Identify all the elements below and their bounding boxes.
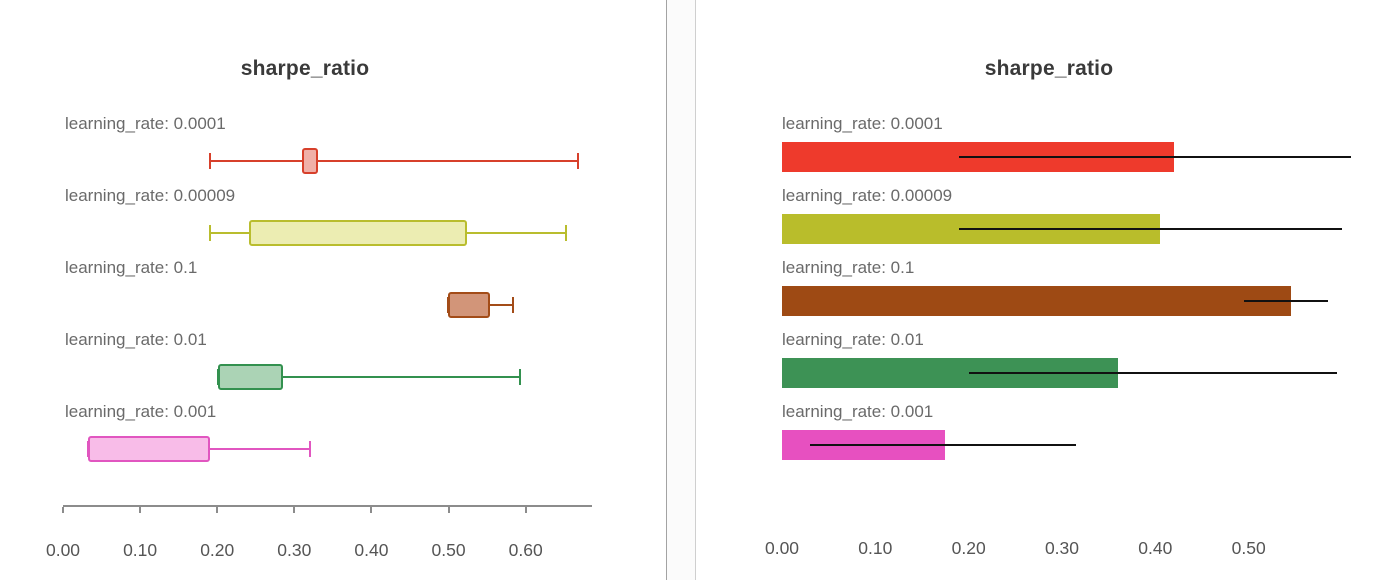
- boxplot-row: learning_rate: 0.001: [65, 400, 590, 472]
- axis-tick-label: 0.00: [45, 540, 81, 560]
- axis-tick: [524, 507, 527, 513]
- axis-tick: [139, 507, 142, 513]
- axis-tick-label: 0.00: [764, 538, 800, 558]
- boxplot-row: learning_rate: 0.0001: [65, 112, 590, 184]
- series-label: learning_rate: 0.00009: [782, 186, 953, 205]
- bar-track: [782, 356, 1370, 400]
- boxplot-rows: learning_rate: 0.0001 learning_rate: 0.00…: [65, 112, 590, 472]
- series-label: learning_rate: 0.001: [782, 402, 934, 421]
- error-bar: [968, 372, 1338, 374]
- axis-tick-label: 0.10: [123, 540, 158, 560]
- axis-tick-label: 0.20: [200, 540, 235, 560]
- bar-row: learning_rate: 0.01: [782, 328, 1370, 400]
- boxplot-row: learning_rate: 0.00009: [65, 184, 590, 256]
- bar-track: [782, 140, 1370, 184]
- whisker-cap: [308, 441, 311, 457]
- iqr-box[interactable]: [302, 148, 318, 174]
- axis-tick: [447, 507, 450, 513]
- whisker-cap: [209, 153, 212, 169]
- chart-title: sharpe_ratio: [240, 57, 370, 80]
- axis-tick: [62, 507, 64, 513]
- series-label: learning_rate: 0.00009: [65, 186, 236, 205]
- pane-resizer[interactable]: [666, 0, 696, 580]
- series-label: learning_rate: 0.0001: [65, 114, 226, 133]
- whisker-cap: [576, 153, 579, 169]
- box-track: [65, 428, 590, 472]
- bar-rows: learning_rate: 0.0001 learning_rate: 0.00…: [782, 112, 1370, 472]
- series-label: learning_rate: 0.1: [782, 258, 915, 277]
- iqr-box[interactable]: [87, 436, 211, 462]
- whisker-line: [218, 376, 521, 378]
- box-track: [65, 212, 590, 256]
- series-label: learning_rate: 0.01: [65, 330, 207, 349]
- axis-tick-label: 0.20: [951, 538, 986, 558]
- boxplot-row: learning_rate: 0.01: [65, 328, 590, 400]
- bar-row: learning_rate: 0.00009: [782, 184, 1370, 256]
- error-bar: [810, 444, 1076, 446]
- bar-track: [782, 284, 1370, 328]
- whisker-cap: [209, 225, 212, 241]
- axis-tick: [370, 507, 373, 513]
- box-track: [65, 284, 590, 328]
- error-bar: [1243, 300, 1328, 302]
- axis-tick-label: 0.50: [1231, 538, 1266, 558]
- axis-tick-label: 0.40: [1138, 538, 1173, 558]
- axis-tick-label: 0.60: [508, 540, 543, 560]
- series-label: learning_rate: 0.1: [65, 258, 198, 277]
- whisker-line: [210, 160, 578, 162]
- iqr-box[interactable]: [218, 364, 284, 390]
- axis-tick: [293, 507, 296, 513]
- x-axis: 0.00 0.10 0.20 0.30 0.40 0.50 0.60: [46, 505, 592, 565]
- boxplot-row: learning_rate: 0.1: [65, 256, 590, 328]
- box-track: [65, 356, 590, 400]
- bar-track: [782, 428, 1370, 472]
- whisker-cap: [565, 225, 568, 241]
- bar-row: learning_rate: 0.1: [782, 256, 1370, 328]
- box-track: [65, 140, 590, 184]
- bar-chart-panel: sharpe_ratio learning_rate: 0.0001 learni…: [696, 0, 1376, 580]
- axis-tick-label: 0.30: [277, 540, 312, 560]
- error-bar: [959, 228, 1342, 230]
- error-bar: [959, 156, 1352, 158]
- series-label: learning_rate: 0.01: [782, 330, 924, 349]
- series-label: learning_rate: 0.001: [65, 402, 217, 421]
- boxplot-panel: sharpe_ratio learning_rate: 0.0001 learni…: [0, 0, 666, 580]
- axis-tick-label: 0.50: [431, 540, 466, 560]
- chart-title: sharpe_ratio: [984, 57, 1114, 80]
- series-label: learning_rate: 0.0001: [782, 114, 943, 133]
- axis-tick-label: 0.40: [354, 540, 389, 560]
- x-axis: 0.00 0.10 0.20 0.30 0.40 0.50: [765, 505, 1370, 565]
- iqr-box[interactable]: [248, 220, 467, 246]
- bar-track: [782, 212, 1370, 256]
- axis-tick: [216, 507, 219, 513]
- axis-tick-label: 0.30: [1044, 538, 1080, 558]
- bar-row: learning_rate: 0.001: [782, 400, 1370, 472]
- whisker-cap: [511, 297, 514, 313]
- bar-row: learning_rate: 0.0001: [782, 112, 1370, 184]
- value-bar[interactable]: [782, 286, 1291, 316]
- axis-tick-label: 0.10: [858, 538, 893, 558]
- iqr-box[interactable]: [447, 292, 490, 318]
- whisker-cap: [519, 369, 522, 385]
